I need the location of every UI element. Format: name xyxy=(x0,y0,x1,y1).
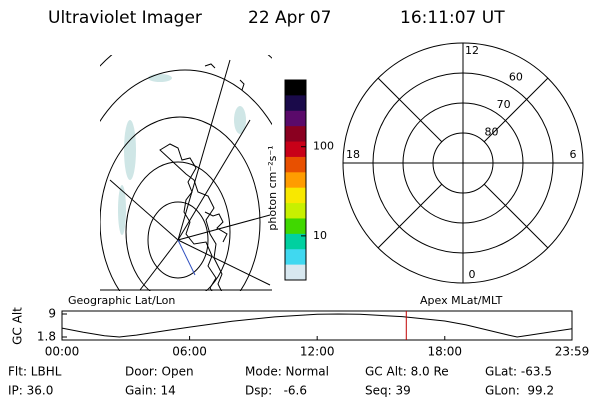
lat-label: 70 xyxy=(497,98,511,111)
status-field: Seq: 39 xyxy=(365,384,411,398)
color-swatch xyxy=(285,203,306,219)
status-field: IP: 36.0 xyxy=(8,384,53,398)
color-swatch xyxy=(285,218,306,235)
mlt-diagonal xyxy=(377,77,443,143)
mlt-diagonal xyxy=(483,183,549,249)
mlt-label: 0 xyxy=(469,268,476,281)
title: Ultraviolet Imager xyxy=(48,8,202,28)
color-swatch xyxy=(285,172,306,189)
color-swatch xyxy=(285,249,306,266)
x-tick-label: 12:00 xyxy=(300,345,335,359)
color-swatch xyxy=(285,110,306,127)
colorbar-frame xyxy=(284,79,307,281)
tick-label: 10 xyxy=(313,229,327,242)
map xyxy=(100,55,272,291)
y-tick-label: 1.8 xyxy=(37,330,56,344)
color-swatch xyxy=(285,95,306,112)
map-label: Geographic Lat/Lon xyxy=(68,294,175,307)
time: 16:11:07 UT xyxy=(400,8,505,28)
color-swatch xyxy=(285,126,306,143)
status-field: GLat: -63.5 xyxy=(485,365,552,379)
color-swatch xyxy=(285,80,306,96)
footer: Flt: LBHL Door: Open Mode: Normal GC Alt: 8… xyxy=(8,365,554,398)
x-tick-label: 18:00 xyxy=(427,345,462,359)
status-field: GLon: 99.2 xyxy=(485,384,554,398)
tick-label: 100 xyxy=(313,140,334,153)
plot-frame xyxy=(61,310,573,341)
color-swatch xyxy=(285,156,306,173)
lat-label: 80 xyxy=(484,125,498,138)
status-field: Gain: 14 xyxy=(125,384,176,398)
y-tick-label: 9 xyxy=(48,307,56,321)
status-field: Mode: Normal xyxy=(245,365,329,379)
mlt-label: 12 xyxy=(465,44,479,57)
x-tick-label: 23:59 xyxy=(555,345,590,359)
polar-title: Apex MLat/MLT xyxy=(420,294,503,307)
lat-label: 60 xyxy=(509,70,523,83)
color-swatch xyxy=(285,264,306,281)
status-field: Door: Open xyxy=(125,365,194,379)
status-field: Flt: LBHL xyxy=(8,365,62,379)
x-tick-label: 00:00 xyxy=(45,345,80,359)
color-swatch xyxy=(285,187,306,204)
color-swatch xyxy=(285,233,306,250)
y-axis-label: GC Alt xyxy=(11,307,25,345)
mlt-label: 6 xyxy=(570,148,577,161)
color-swatch xyxy=(285,141,306,158)
x-tick-label: 06:00 xyxy=(172,345,207,359)
mlt-diagonal xyxy=(483,77,549,143)
mlt-diagonal xyxy=(377,183,443,249)
date: 22 Apr 07 xyxy=(248,8,331,28)
status-field: Dsp: -6.6 xyxy=(245,384,307,398)
mlt-label: 18 xyxy=(346,148,360,161)
altitude-line xyxy=(61,313,573,338)
status-field: GC Alt: 8.0 Re xyxy=(365,365,449,379)
colorbar-label: photon cm⁻²s⁻¹ xyxy=(266,145,279,230)
